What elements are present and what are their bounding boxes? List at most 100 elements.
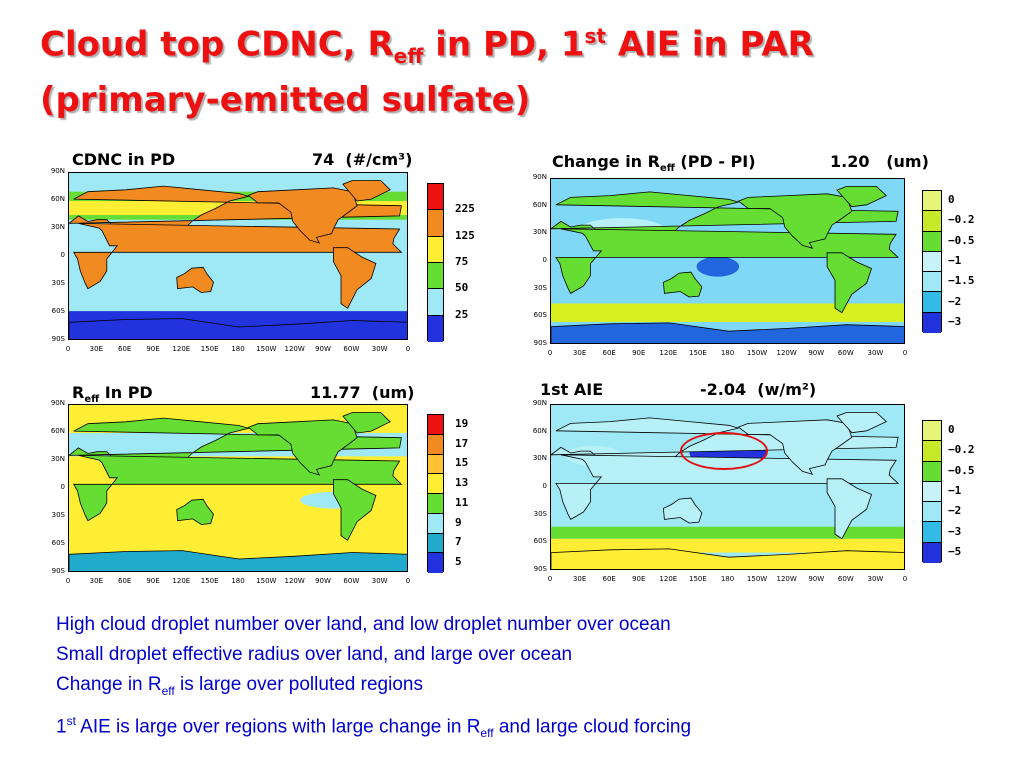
colorbar-label: 25 [455,307,469,321]
colorbar-label: −0.2 [948,213,975,227]
panel-title-text: CDNC in PD [72,150,176,169]
panel-title-text: R [72,383,85,402]
lon-tick-label: 180 [231,345,245,353]
lon-tick-label: 120E [172,577,191,585]
panel-title-sub: eff [659,163,675,175]
lon-tick-label: 150W [256,345,277,353]
bullet-2: Small droplet effective radius over land… [56,644,573,665]
lon-tick-label: 0 [902,575,908,583]
colorbar-aie [922,420,942,563]
panel-mean: -2.04 (w/m²) [700,380,816,399]
colorbar-label: 11 [455,495,469,509]
panel-title-rest: In PD [99,383,153,402]
colorbar-cdnc [427,183,444,342]
lon-tick-label: 90E [146,345,160,353]
lat-tick-label: 60N [50,427,65,435]
bullet-4-text: AIE is large over regions with large cha… [75,716,481,738]
lat-tick-label: 30N [532,228,547,237]
panel-mean-value: -2.04 [700,380,747,399]
lon-tick-label: 0 [547,575,553,583]
lat-tick-label: 90N [50,167,65,175]
lat-tick-label: 60N [532,426,547,435]
colorbar-label: 75 [455,255,469,268]
bullet-3-text: Change in R [56,674,162,695]
colorbar-label: −3 [948,314,962,328]
lon-tick-label: 30E [572,575,587,583]
map-field [69,405,407,571]
map-field [551,179,904,343]
colorbar-swatch [923,542,941,563]
lat-tick-label: 90S [51,335,65,343]
bullet-4-num: 1 [56,716,67,738]
lon-tick-label: 90W [808,349,825,357]
colorbar-swatch [923,251,941,273]
lon-tick-label: 60E [117,577,132,585]
colorbar-swatch [428,236,443,263]
lon-tick-label: 90E [146,577,160,585]
lon-tick-label: 180 [720,349,735,357]
lon-tick-label: 60W [343,345,360,353]
map-change-reff [550,178,905,344]
lat-tick-label: 60S [51,307,65,315]
colorbar-swatch [428,263,443,290]
colorbar-label: 17 [455,436,469,450]
lon-tick-label: 60W [343,577,360,585]
colorbar-swatch [428,494,443,514]
colorbar-label: 15 [455,456,469,470]
lat-tick-label: 30S [51,511,65,519]
colorbar-swatch [428,533,443,554]
panel-mean-value: 11.77 [310,383,361,402]
map-aie [550,404,905,570]
lon-tick-label: 150W [746,575,768,583]
lat-tick-label: 90S [533,339,547,347]
map-field [69,173,407,339]
map-cdnc [68,172,408,340]
lon-tick-label: 120W [776,575,797,583]
colorbar-label: 225 [455,202,475,216]
lon-tick-label: 30W [867,349,884,357]
bullet-4-sub: eff [480,725,494,740]
colorbar-label: 5 [455,555,462,569]
colorbar-label: −1 [948,484,962,497]
lon-tick-label: 150W [256,577,277,585]
panel-title: Change in Reff (PD - PI) [552,152,756,174]
colorbar-label: −0.2 [948,443,975,457]
title-sup-st: st [584,24,606,48]
lat-tick-label: 60N [50,195,65,203]
title-sub-eff: eff [393,44,424,69]
colorbar-swatch [923,481,941,503]
colorbar-reff [427,414,444,573]
lat-tick-label: 90N [50,399,65,407]
lon-tick-label: 0 [65,345,71,353]
lat-tick-label: 60S [533,311,547,320]
colorbar-label: −2 [948,504,962,518]
colorbar-swatch [923,522,941,543]
colorbar-label: 0 [948,423,955,437]
title-text-line2: (primary-emitted sulfate) [40,80,531,121]
lon-tick-label: 60E [602,349,616,357]
bullet-3-sub: eff [161,683,175,698]
colorbar-label: −2 [948,294,962,308]
lon-tick-label: 120E [659,575,678,583]
panel-title: Reff In PD [72,383,153,405]
colorbar-swatch [923,312,941,333]
colorbar-label: 125 [455,228,475,242]
colorbar-label: −1.5 [948,274,975,288]
colorbar-swatch [428,415,443,435]
colorbar-label: −0.5 [948,463,975,477]
bullet-3: Change in Reff is large over polluted re… [56,670,996,706]
colorbar-label: 13 [455,476,469,490]
panel-mean-value: 1.20 [830,152,870,171]
bullet-4: 1st AIE is large over regions with large… [56,706,996,748]
map-field [551,405,904,569]
lon-tick-label: 0 [902,349,908,357]
lon-tick-label: 90W [808,575,825,583]
lat-tick-label: 90N [532,173,547,181]
lon-tick-label: 120E [172,345,191,353]
colorbar-swatch [923,272,941,293]
lat-tick-label: 90N [532,399,547,407]
colorbar-label: 19 [455,416,469,430]
colorbar-label: 7 [455,535,462,549]
lon-tick-label: 120W [284,577,305,585]
panel-title-rest: (PD - PI) [674,152,756,171]
